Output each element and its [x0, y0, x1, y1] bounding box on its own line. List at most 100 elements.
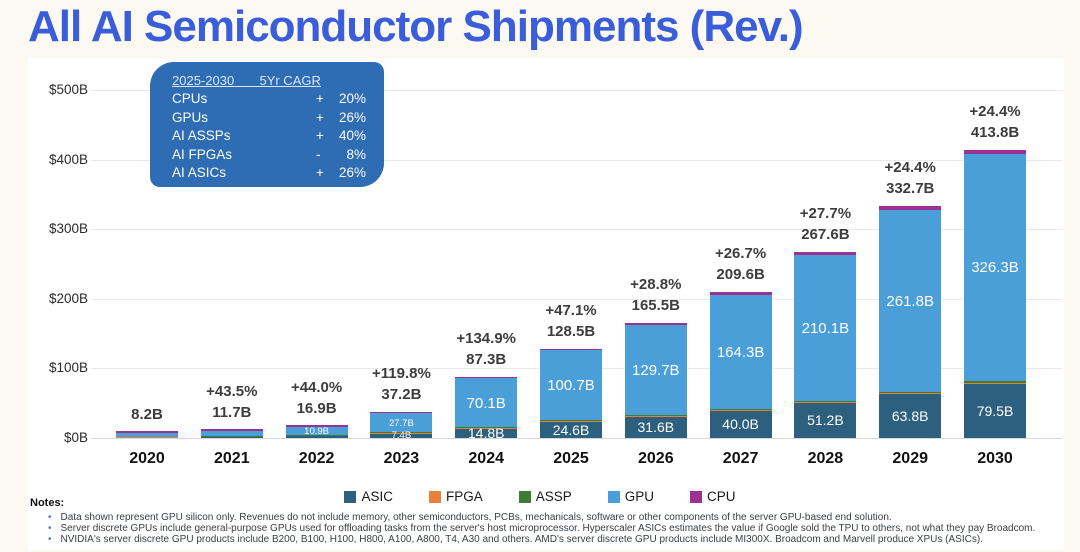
bar-segment-assp-2027: [709, 409, 772, 410]
note-bullet-icon: •: [48, 512, 52, 523]
bar-growth-label: +119.8%: [371, 365, 431, 383]
bar-segment-gpu-2029: [879, 209, 942, 392]
bar-segment-gpu-2026: [624, 324, 687, 416]
legend-item-label: ASIC: [361, 489, 393, 504]
asic-segment-value-label: 24.6B: [552, 421, 590, 438]
y-axis-tick-label: $300B: [48, 221, 88, 237]
gpu-segment-value-label: 210.1B: [801, 319, 850, 337]
bar-segment-gpu-2022: [285, 427, 348, 435]
legend-item-label: GPU: [624, 489, 655, 504]
bar-total-label: 8.2B: [131, 406, 163, 424]
note-item: • NVIDIA's server discrete GPU products i…: [48, 534, 983, 545]
x-axis-year-label: 2025: [553, 450, 589, 467]
y-axis-tick-label: $100B: [48, 360, 88, 376]
legend-item-gpu: GPU: [607, 489, 655, 504]
bar-segment-asic-2029: [879, 393, 942, 438]
bar-segment-asic-2020: [116, 436, 178, 438]
gpu-segment-value-label: 326.3B: [971, 258, 1019, 276]
page-title: All AI Semiconductor Shipments (Rev.): [28, 2, 804, 51]
note-text: NVIDIA's server discrete GPU products in…: [60, 534, 983, 546]
cagr-row-ai-fpgas: AI FPGAs - 8%: [172, 146, 366, 165]
bar-segment-cpu-2029: [879, 206, 942, 210]
gridline-300: [91, 229, 1062, 231]
bar-segment-asic-2026: [624, 416, 687, 438]
gpu-segment-value-label: 70.1B: [466, 394, 506, 412]
bar-segment-assp-2026: [624, 415, 687, 416]
y-axis-tick-label: $400B: [48, 151, 88, 167]
bar-segment-asic-2025: [540, 420, 602, 438]
note-bullet-icon: •: [48, 523, 52, 535]
cagr-rows: CPUs +20% GPUs +26% AI ASSPs +40% AI FPGAs -8% A…: [172, 90, 366, 183]
legend-swatch-asic: [344, 490, 357, 503]
asic-segment-value-label: 40.0B: [722, 416, 759, 433]
bar-growth-label: +28.8%: [630, 275, 682, 293]
asic-segment-value-label: 31.6B: [637, 419, 675, 436]
cagr-header-period: 2025-2030: [172, 73, 235, 88]
cagr-row-label: AI ASSPs: [172, 128, 231, 143]
y-axis-tick-label: $200B: [48, 290, 88, 306]
legend-item-cpu: CPU: [690, 489, 736, 504]
bar-growth-label: +24.4%: [884, 159, 936, 177]
asic-segment-value-label: 79.5B: [976, 402, 1014, 419]
legend-swatch-gpu: [607, 490, 620, 503]
gpu-segment-value-label: 10.9B: [304, 425, 329, 437]
asic-segment-value-label: 63.8B: [891, 408, 929, 425]
legend-item-assp: ASSP: [518, 489, 572, 504]
bar-growth-label: +27.7%: [799, 204, 852, 222]
note-item: • Data shown represent GPU silicon only. …: [48, 512, 892, 523]
notes-heading: Notes:: [30, 497, 65, 509]
bar-segment-asic-2023: [370, 432, 433, 438]
bar-segment-assp-2029: [879, 391, 942, 394]
bar-total-label: 37.2B: [381, 386, 422, 404]
cagr-row-cpus: CPUs +20%: [172, 90, 366, 109]
bar-total-label: 209.6B: [716, 266, 765, 284]
x-axis-year-label: 2020: [129, 450, 165, 467]
bar-segment-gpu-2030: [964, 153, 1026, 381]
x-axis-year-label: 2029: [892, 450, 928, 467]
bar-segment-assp-2028: [794, 400, 857, 403]
bar-total-label: 128.5B: [546, 322, 596, 340]
legend-swatch-fpga: [428, 490, 441, 503]
bar-growth-label: +44.0%: [290, 379, 343, 397]
bar-segment-cpu-2022: [285, 425, 348, 428]
legend-item-label: FPGA: [445, 489, 483, 504]
cagr-row-value: 8%: [346, 146, 366, 162]
bar-segment-cpu-2020: [116, 431, 178, 433]
asic-segment-value-label: 51.2B: [807, 412, 844, 429]
bar-total-label: 16.9B: [296, 400, 337, 418]
bar-segment-gpu-2024: [455, 378, 518, 428]
cagr-row-sign: +: [316, 109, 324, 125]
cagr-row-sign: -: [316, 146, 321, 162]
bar-segment-cpu-2027: [709, 292, 772, 295]
gpu-segment-value-label: 129.7B: [632, 361, 680, 379]
gridline-400: [91, 159, 1062, 161]
gridline-200: [91, 298, 1062, 300]
bar-growth-label: +24.4%: [969, 102, 1021, 120]
bar-segment-assp-2030: [964, 380, 1026, 383]
gpu-segment-value-label: 261.8B: [886, 292, 934, 310]
x-axis-year-label: 2028: [807, 450, 844, 467]
cagr-row-gpus: GPUs +26%: [172, 109, 366, 128]
legend-item-label: ASSP: [535, 489, 572, 504]
bar-segment-cpu-2026: [624, 322, 687, 325]
y-axis-tick-label: $500B: [48, 82, 88, 97]
gpu-segment-value-label: 100.7B: [547, 376, 595, 394]
bar-segment-asic-2022: [285, 435, 348, 438]
bar-total-label: 267.6B: [801, 225, 850, 243]
bar-growth-label: +43.5%: [206, 382, 258, 400]
bar-segment-cpu-2030: [964, 149, 1026, 154]
legend-swatch-cpu: [690, 490, 703, 503]
asic-segment-value-label: 7.4B: [391, 430, 412, 442]
cagr-row-value: 26%: [338, 109, 366, 125]
cagr-row-label: GPUs: [172, 109, 209, 125]
cagr-row-label: CPUs: [172, 91, 208, 106]
cagr-box-header: 2025-2030 5Yr CAGR: [172, 73, 366, 88]
legend-item-asic: ASIC: [344, 489, 393, 504]
cagr-header-metric: 5Yr CAGR: [259, 73, 321, 88]
chart-legend: ASIC FPGA ASSP GPU CPU: [0, 489, 1080, 504]
bar-segment-gpu-2028: [794, 254, 857, 401]
bar-segment-asic-2024: [455, 427, 518, 438]
x-axis-year-label: 2022: [298, 450, 335, 467]
bar-total-label: 87.3B: [466, 351, 507, 369]
bar-growth-label: +26.7%: [714, 245, 767, 263]
